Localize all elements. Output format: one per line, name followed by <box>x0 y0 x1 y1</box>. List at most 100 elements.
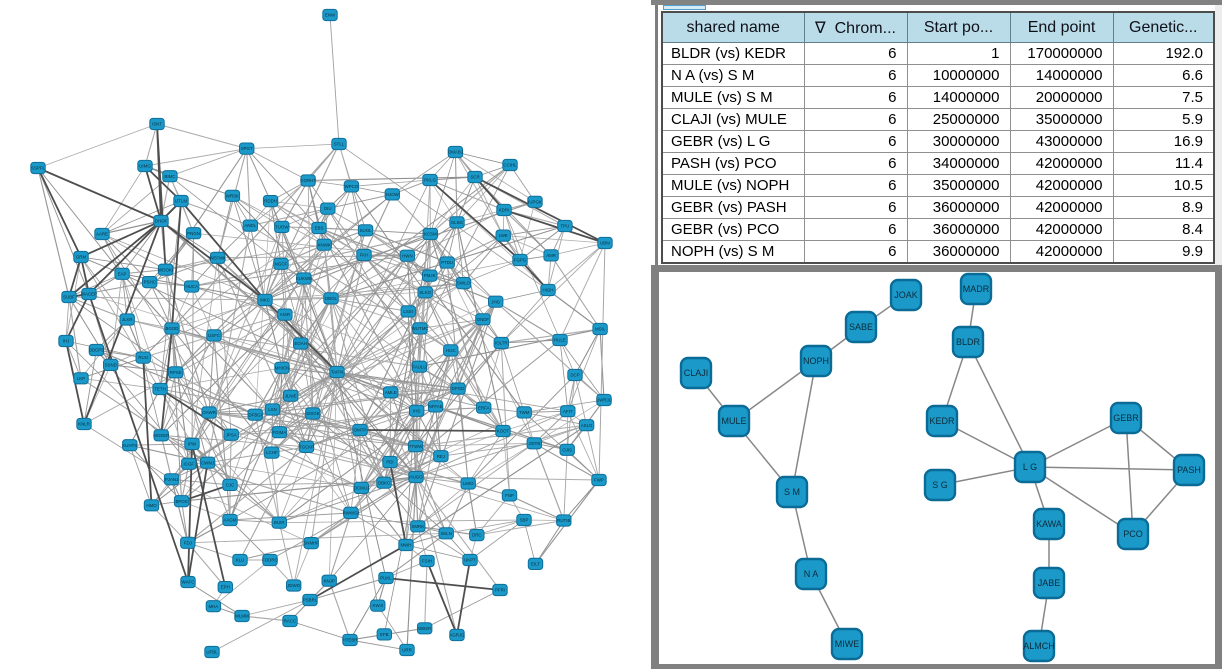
svg-text:BIMC: BIMC <box>164 174 175 179</box>
svg-text:EBS: EBS <box>315 226 324 231</box>
svg-text:SISOE: SISOE <box>306 411 319 416</box>
svg-text:HJOW: HJOW <box>386 192 400 197</box>
svg-text:FDJ: FDJ <box>184 540 192 545</box>
svg-text:AFIT: AFIT <box>563 409 573 414</box>
svg-text:PFRI: PFRI <box>495 588 505 593</box>
svg-text:DFBGI: DFBGI <box>248 412 261 417</box>
svg-text:PMJK: PMJK <box>424 273 436 278</box>
svg-text:LCHF: LCHF <box>266 450 278 455</box>
svg-text:LSN: LSN <box>268 407 277 412</box>
svg-text:JOAK: JOAK <box>894 290 918 300</box>
svg-text:SPGT: SPGT <box>241 146 253 151</box>
svg-text:GLBG: GLBG <box>451 220 464 225</box>
svg-text:WBSR: WBSR <box>418 626 431 631</box>
svg-text:UBM: UBM <box>600 241 610 246</box>
svg-text:FODRO: FODRO <box>262 558 278 563</box>
svg-text:RWWSJ: RWWSJ <box>343 511 360 516</box>
svg-text:URR: URR <box>402 648 412 653</box>
svg-text:FAULU: FAULU <box>412 364 426 369</box>
svg-text:IOLTR: IOLTR <box>495 341 508 346</box>
svg-text:GEBR: GEBR <box>1113 413 1139 423</box>
svg-text:IJTLM: IJTLM <box>175 199 188 204</box>
svg-text:IPW: IPW <box>188 442 197 447</box>
svg-text:KDRI: KDRI <box>499 208 510 213</box>
svg-text:TGCKP: TGCKP <box>299 445 314 450</box>
svg-text:JDWO: JDWO <box>287 583 301 588</box>
svg-text:PSBRL: PSBRL <box>303 598 318 603</box>
svg-text:OBKC: OBKC <box>378 480 390 485</box>
svg-text:SBP: SBP <box>520 518 529 523</box>
svg-text:TWM: TWM <box>519 410 530 415</box>
svg-text:DDCPS: DDCPS <box>89 348 104 353</box>
svg-text:KCSM: KCSM <box>424 232 437 237</box>
svg-text:PNGN: PNGN <box>187 231 200 236</box>
svg-text:REJ: REJ <box>437 454 445 459</box>
svg-text:ISNT: ISNT <box>152 122 162 127</box>
svg-text:WEFWK: WEFWK <box>209 255 226 260</box>
svg-text:SCR: SCR <box>470 175 479 180</box>
svg-text:CLAJI: CLAJI <box>684 368 709 378</box>
svg-text:WDOKI: WDOKI <box>158 267 173 272</box>
svg-text:KNJP: KNJP <box>324 578 335 583</box>
svg-text:HUGO: HUGO <box>409 475 423 480</box>
svg-text:AISR: AISR <box>280 312 290 317</box>
svg-text:ICGF: ICGF <box>184 461 195 466</box>
svg-text:WAFC: WAFC <box>182 580 195 585</box>
svg-text:PKLG: PKLG <box>424 178 436 183</box>
svg-text:TAIFN: TAIFN <box>331 370 343 375</box>
svg-text:OMTP: OMTP <box>354 428 367 433</box>
svg-text:UFBL: UFBL <box>206 650 218 655</box>
svg-text:ERFA: ERFA <box>478 405 490 410</box>
svg-text:DPGD: DPGD <box>452 386 465 391</box>
svg-text:DCP: DCP <box>570 373 579 378</box>
svg-text:KAWA: KAWA <box>1036 519 1062 529</box>
svg-text:DIU: DIU <box>324 206 332 211</box>
svg-text:GRM: GRM <box>76 255 87 260</box>
svg-text:FWP: FWP <box>594 478 604 483</box>
svg-text:WPCO: WPCO <box>345 184 359 189</box>
svg-text:MLMM: MLMM <box>235 614 249 619</box>
svg-text:ENW: ENW <box>325 13 336 18</box>
svg-text:IHJ: IHJ <box>63 339 70 344</box>
svg-text:FKH: FKH <box>360 253 369 258</box>
svg-text:BLDR: BLDR <box>956 337 981 347</box>
svg-text:KOOT: KOOT <box>497 429 510 434</box>
svg-text:KUHTS: KUHTS <box>122 443 137 448</box>
svg-text:LMIO: LMIO <box>463 481 474 486</box>
svg-text:SUOL: SUOL <box>360 228 373 233</box>
svg-text:N A: N A <box>804 569 819 579</box>
svg-text:TPU: TPU <box>561 224 570 229</box>
svg-text:KEDR: KEDR <box>929 416 955 426</box>
svg-text:FSIH: FSIH <box>422 559 432 564</box>
svg-text:BGOD: BGOD <box>166 326 179 331</box>
svg-text:OAWR: OAWR <box>202 410 216 415</box>
svg-text:TUOW: TUOW <box>275 225 289 230</box>
svg-text:EAP: EAP <box>118 271 127 276</box>
svg-text:SMRK: SMRK <box>411 524 424 529</box>
svg-text:DBOL: DBOL <box>325 296 338 301</box>
svg-text:AMR: AMR <box>546 253 556 258</box>
svg-text:SNMHF: SNMHF <box>303 541 319 546</box>
svg-text:JLNIE: JLNIE <box>285 393 297 398</box>
svg-text:MGEEP: MGEEP <box>153 433 169 438</box>
svg-text:SWLO: SWLO <box>457 281 471 286</box>
svg-text:RDDH: RDDH <box>264 199 277 204</box>
svg-text:RPSE: RPSE <box>170 370 182 375</box>
svg-text:EILT: EILT <box>531 562 540 567</box>
svg-text:LWE: LWE <box>499 233 508 238</box>
svg-text:FGPG: FGPG <box>514 258 527 263</box>
svg-text:JLKR: JLKR <box>122 317 133 322</box>
svg-text:PDI: PDI <box>386 460 393 465</box>
svg-text:NGCF: NGCF <box>275 261 288 266</box>
svg-text:FGIMA: FGIMA <box>272 430 286 435</box>
svg-text:NOPH: NOPH <box>803 356 829 366</box>
svg-text:SLKO: SLKO <box>419 290 431 295</box>
svg-text:OCMUJ: OCMUJ <box>354 486 370 491</box>
svg-text:IUPGK: IUPGK <box>528 199 542 204</box>
svg-text:SSND: SSND <box>105 363 117 368</box>
svg-text:L G: L G <box>1023 462 1037 472</box>
svg-text:ASLG: ASLG <box>581 423 593 428</box>
svg-text:TETH: TETH <box>154 387 165 392</box>
svg-text:EPH: EPH <box>221 585 230 590</box>
svg-text:AARE: AARE <box>96 232 108 237</box>
